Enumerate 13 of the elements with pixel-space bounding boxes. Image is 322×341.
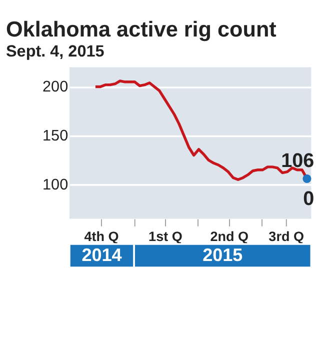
chart-subtitle: Sept. 4, 2015: [6, 42, 104, 60]
data-label: 106: [281, 150, 314, 172]
x-tick-label: 3rd Q: [268, 228, 304, 244]
x-tick-label: 4th Q: [84, 228, 119, 244]
text: 2014: [82, 245, 122, 266]
text: 2015: [202, 245, 243, 266]
chart-title: Oklahoma active rig count: [6, 16, 276, 42]
y-tick-label: 200: [42, 78, 68, 96]
y-tick-label: 150: [42, 128, 68, 145]
x-tick-label: 2nd Q: [210, 228, 249, 244]
y-tick-label: 100: [42, 176, 68, 194]
x-tick-label: 1st Q: [148, 228, 182, 244]
annotation: 0: [303, 188, 314, 210]
